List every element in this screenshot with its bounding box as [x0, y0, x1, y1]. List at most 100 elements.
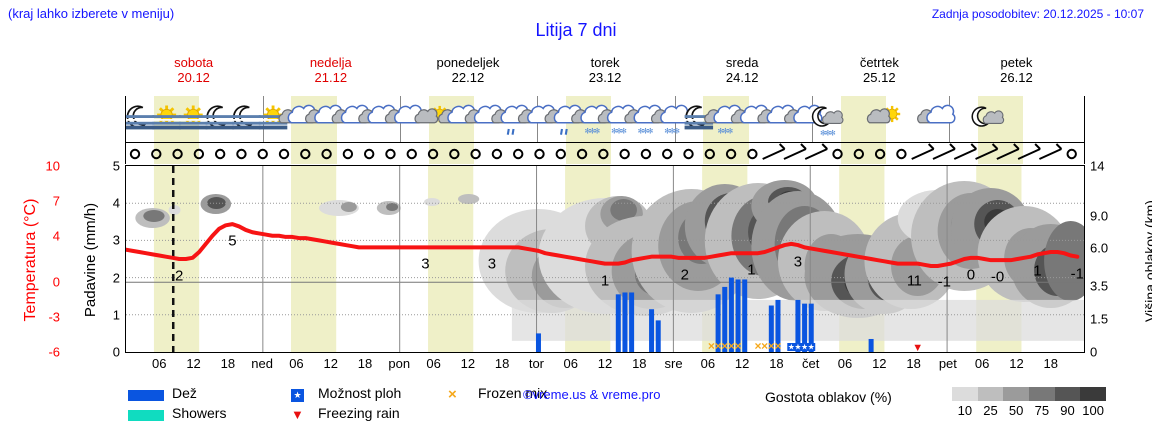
precipitation-bar: [868, 338, 874, 352]
fog-bar: [178, 118, 208, 121]
weather-icon-moon-fog: [205, 105, 235, 130]
wind-calm-icon: [363, 148, 375, 160]
weather-icon-cloud: [917, 104, 956, 124]
time-tick: 12: [597, 356, 613, 371]
rain-icon: [559, 128, 568, 135]
snow-icon: ✻✻✻: [820, 129, 837, 138]
fog-bar: [684, 121, 714, 125]
wind-barb-icon: [911, 143, 935, 160]
wind-calm-icon: [619, 148, 630, 160]
fog-bar: [152, 118, 181, 121]
wind-calm-icon: [491, 148, 503, 160]
day-date: 26.12: [1000, 70, 1033, 85]
wind-calm-icon: [129, 148, 141, 160]
chance-showers-marker: [807, 343, 816, 351]
precipitation-bar: [768, 305, 774, 352]
cloud-density-tick: 50: [1008, 403, 1024, 418]
snow-flake: ✻: [642, 127, 649, 136]
frozen-mix-marker: ×: [755, 339, 762, 352]
wind-barb-feather: [1013, 143, 1020, 150]
fog-icon: [258, 115, 288, 130]
time-tick: 06: [426, 356, 441, 371]
cloud-icon: [414, 108, 439, 124]
showers-legend-label: Showers: [172, 405, 227, 421]
fog-bar: [178, 121, 208, 125]
cloud-height-tick: 3.5: [1090, 278, 1109, 294]
cloud-icon: [866, 108, 891, 124]
fog-bar: [258, 125, 288, 130]
wind-calm-icon: [172, 148, 183, 160]
fog-bar: [684, 115, 714, 118]
wind-calm-icon: [513, 148, 524, 160]
weather-icon-sun-fog: [258, 105, 288, 130]
temperature-label: 1: [747, 261, 756, 279]
wind-barb-shaft: [1039, 148, 1062, 160]
day-date: 24.12: [725, 70, 759, 85]
precipitation-bar: [535, 333, 541, 352]
snow-flake: ✻: [718, 127, 725, 136]
precipitation-tick: 4: [112, 195, 120, 211]
frozen-mix-marker: ×: [735, 339, 742, 352]
cloud-icon: [926, 104, 956, 124]
precipitation-tick: 3: [112, 232, 120, 248]
wind-calm-icon: [747, 148, 758, 160]
wind-barb-feather: [1055, 143, 1063, 150]
day-name: nedelja: [309, 55, 352, 70]
wind-barb-shaft: [975, 148, 998, 160]
wind-barb-shaft: [996, 148, 1020, 160]
location-menu-hint: (kraj lahko izberete v meniju): [8, 6, 175, 21]
fog-icon: [684, 115, 714, 130]
frozen-mix-legend-icon: ×: [448, 386, 457, 403]
wind-calm-icon: [257, 148, 268, 160]
wind-calm-icon: [278, 148, 290, 160]
frozen-mix-markers: × × × × × × × × × ★ ★ ★ ★ ▼: [708, 339, 923, 352]
cloud-density-tick: 10: [957, 403, 973, 418]
temperature-label: 1: [913, 272, 922, 290]
wind-barb-icon: [762, 143, 786, 160]
snow-flake: ✻: [589, 127, 596, 136]
weather-icon-moon-snow: ✻✻✻: [811, 106, 844, 138]
day-name: torek: [590, 55, 620, 70]
wind-barb-feather: [800, 143, 807, 150]
cloud-density-gradient: [952, 387, 1107, 401]
cloud-height-tick: 9.0: [1090, 208, 1109, 224]
wind-calm-icon: [342, 148, 354, 160]
snow-flake: ✻: [647, 127, 654, 136]
wind-calm-icon: [555, 148, 566, 160]
wind-calm-icon: [151, 148, 162, 160]
time-tick: 06: [563, 356, 578, 371]
precipitation-tick: 5: [112, 158, 120, 174]
temperature-axis-ticks: 10 7 4 0 -3 -6: [28, 0, 60, 443]
wind-calm-icon: [640, 148, 652, 160]
fog-bar: [152, 115, 181, 118]
cloud-blob: [1044, 221, 1084, 301]
wind-calm-icon: [874, 148, 886, 160]
cloud-density-step: [952, 387, 978, 401]
cloud-density-field: [135, 180, 1084, 341]
wind-calm-icon: [385, 148, 396, 160]
snow-icon: ✻✻✻: [638, 127, 655, 136]
copyright-notice: ©vreme.us & vreme.pro: [523, 387, 661, 402]
frozen-mix-marker: ×: [721, 339, 728, 352]
time-tick: 18: [494, 356, 510, 371]
precipitation-bar: [808, 303, 814, 352]
precipitation-bar: [802, 303, 808, 352]
time-tick: pet: [938, 356, 957, 371]
chance-showers-star: ★: [801, 343, 808, 352]
temperature-tick: 7: [52, 193, 60, 209]
fog-bar: [152, 125, 181, 130]
temperature-label: 2: [175, 267, 184, 285]
day-date: 25.12: [863, 70, 896, 85]
snow-flake: ✻: [584, 127, 591, 136]
wind-barb-feather: [778, 143, 786, 150]
precipitation-bar: [655, 320, 661, 352]
weather-icon-moon-fog: [684, 105, 714, 130]
snow-flake: ✻: [638, 127, 645, 136]
cloud-height-tick: 1.5: [1090, 311, 1109, 327]
day-date: 23.12: [588, 70, 622, 85]
showers-legend-swatch: [128, 410, 164, 421]
temperature-label: 3: [487, 255, 497, 273]
cloud-height-tick: 14: [1090, 158, 1105, 174]
fog-bar: [258, 115, 288, 118]
snow-flake: ✻: [664, 127, 671, 136]
